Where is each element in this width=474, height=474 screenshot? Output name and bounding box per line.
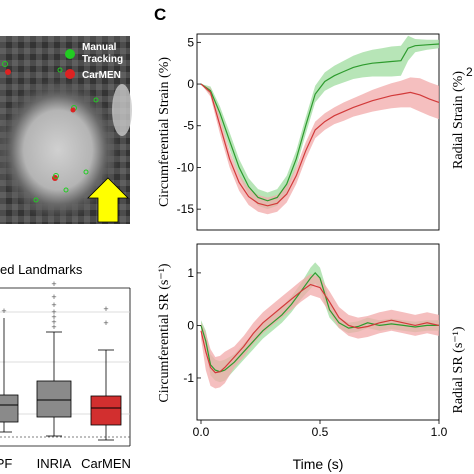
svg-text:+: + bbox=[51, 322, 56, 332]
legend: Manual Tracking CarMEN bbox=[65, 42, 123, 81]
boxplot-cat-pf: PF bbox=[0, 456, 12, 471]
sr-xlabel: Time (s) bbox=[293, 456, 344, 472]
svg-text:+: + bbox=[51, 292, 56, 302]
line-manual-0 bbox=[200, 43, 440, 202]
boxplot-cat-carmen: CarMEN bbox=[81, 456, 131, 471]
legend-manual-marker bbox=[65, 49, 75, 59]
svg-text:+: + bbox=[103, 304, 108, 314]
xtick-label: 0.0 bbox=[193, 425, 210, 439]
mri-image bbox=[0, 36, 132, 224]
box-inria: + + + + + + + bbox=[36, 279, 72, 437]
yellow-arrow-icon bbox=[87, 177, 129, 223]
svg-text:+: + bbox=[51, 317, 56, 327]
band-carmen-1 bbox=[201, 273, 439, 389]
box-pf: + bbox=[0, 306, 19, 433]
ytick-label: 0 bbox=[187, 77, 194, 91]
legend-manual-label-1: Manual bbox=[82, 42, 117, 53]
boxplot-cat-inria: INRIA bbox=[37, 456, 72, 471]
xtick-label: 1.0 bbox=[431, 425, 448, 439]
band-carmen-0 bbox=[201, 77, 439, 215]
strain-chart: 5 0 -5 -10 -15 Circumferential Strain (%) bbox=[157, 33, 440, 231]
boxplot: ed Landmarks + + + + + + + + bbox=[0, 262, 131, 471]
line-carmen-0 bbox=[200, 83, 440, 207]
svg-text:+: + bbox=[51, 307, 56, 317]
boxplot-title: ed Landmarks bbox=[0, 262, 83, 277]
legend-manual-label-2: Tracking bbox=[82, 54, 123, 65]
legend-carmen-marker bbox=[65, 69, 75, 79]
strain-rate-chart: 10-1 0.0 0.5 1.0 Circumferential SR (s⁻¹) … bbox=[157, 243, 448, 472]
radial-sr-ylabel: Radial SR (s⁻¹) bbox=[451, 326, 466, 413]
ytick-label: -1 bbox=[183, 371, 194, 385]
svg-text:+: + bbox=[1, 306, 6, 316]
ytick-label: 5 bbox=[187, 35, 194, 49]
radial-strain-ylabel: Radial Strain (%) bbox=[451, 71, 466, 169]
line-manual-1 bbox=[200, 272, 439, 373]
svg-text:+: + bbox=[103, 318, 108, 328]
ytick-label: 1 bbox=[187, 266, 194, 280]
line-carmen-1 bbox=[200, 283, 440, 374]
sr-ylabel: Circumferential SR (s⁻¹) bbox=[157, 263, 172, 402]
xtick-label: 0.5 bbox=[312, 425, 329, 439]
ytick-label: -10 bbox=[177, 160, 195, 174]
panel-label: C bbox=[154, 5, 166, 24]
svg-text:+: + bbox=[51, 300, 56, 310]
ytick-label: 0 bbox=[187, 318, 194, 332]
legend-carmen-label: CarMEN bbox=[82, 70, 121, 81]
svg-text:+: + bbox=[51, 279, 56, 289]
ytick-label: -15 bbox=[177, 202, 195, 216]
svg-text:+: + bbox=[51, 312, 56, 322]
strain-plot-frame bbox=[196, 33, 440, 231]
ytick-label: -5 bbox=[183, 119, 194, 133]
strain-ylabel: Circumferential Strain (%) bbox=[157, 57, 172, 207]
box-carmen: + + bbox=[90, 304, 122, 441]
right-fragments: Radial Strain (%) 2 Radial SR (s⁻¹) bbox=[451, 65, 473, 414]
radial-strain-tick: 2 bbox=[466, 65, 473, 79]
